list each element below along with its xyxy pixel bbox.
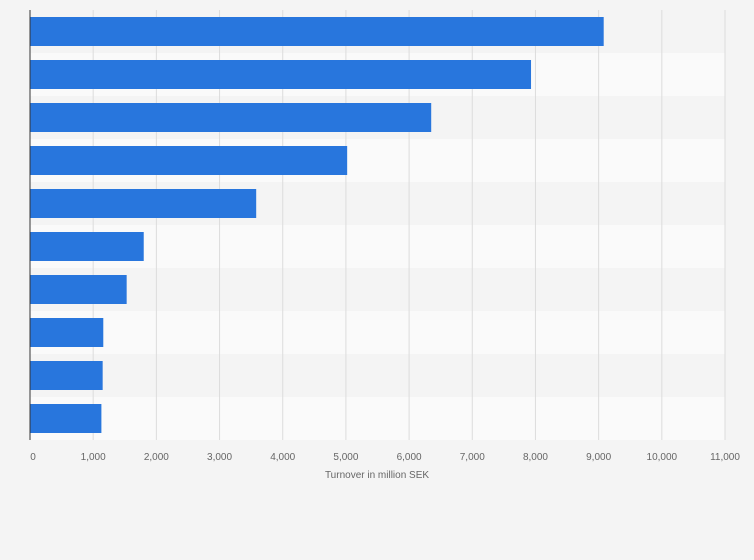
x-tick-label-5000: 5,000 xyxy=(333,452,358,463)
row-band-8 xyxy=(30,311,725,354)
x-tick-label-6000: 6,000 xyxy=(397,452,422,463)
x-tick-label-10000: 10,000 xyxy=(647,452,678,463)
x-tick-label-11000: 11,000 xyxy=(710,452,740,463)
bar-6[interactable] xyxy=(30,232,144,261)
bar-4[interactable] xyxy=(30,146,348,175)
bar-10[interactable] xyxy=(30,404,102,433)
x-tick-label-9000: 9,000 xyxy=(586,452,611,463)
bars xyxy=(30,17,604,433)
bar-8[interactable] xyxy=(30,318,104,347)
bar-7[interactable] xyxy=(30,275,127,304)
x-tick-label-1000: 1,000 xyxy=(81,452,106,463)
x-tick-label-4000: 4,000 xyxy=(270,452,295,463)
row-band-6 xyxy=(30,225,725,268)
bar-2[interactable] xyxy=(30,60,532,89)
x-tick-label-2000: 2,000 xyxy=(144,452,169,463)
bar-9[interactable] xyxy=(30,361,103,390)
row-band-10 xyxy=(30,397,725,440)
x-tick-label-0: 0 xyxy=(30,452,36,463)
x-tick-label-8000: 8,000 xyxy=(523,452,548,463)
bar-1[interactable] xyxy=(30,17,604,46)
x-tick-label-3000: 3,000 xyxy=(207,452,232,463)
x-tick-labels: 0 1,000 2,000 3,000 4,000 5,000 6,000 7,000 8,00… xyxy=(30,452,740,463)
x-tick-label-7000: 7,000 xyxy=(460,452,485,463)
row-band-9 xyxy=(30,354,725,397)
row-band-7 xyxy=(30,268,725,311)
bar-5[interactable] xyxy=(30,189,257,218)
x-axis-label: Turnover in million SEK xyxy=(325,470,429,481)
bar-3[interactable] xyxy=(30,103,432,132)
